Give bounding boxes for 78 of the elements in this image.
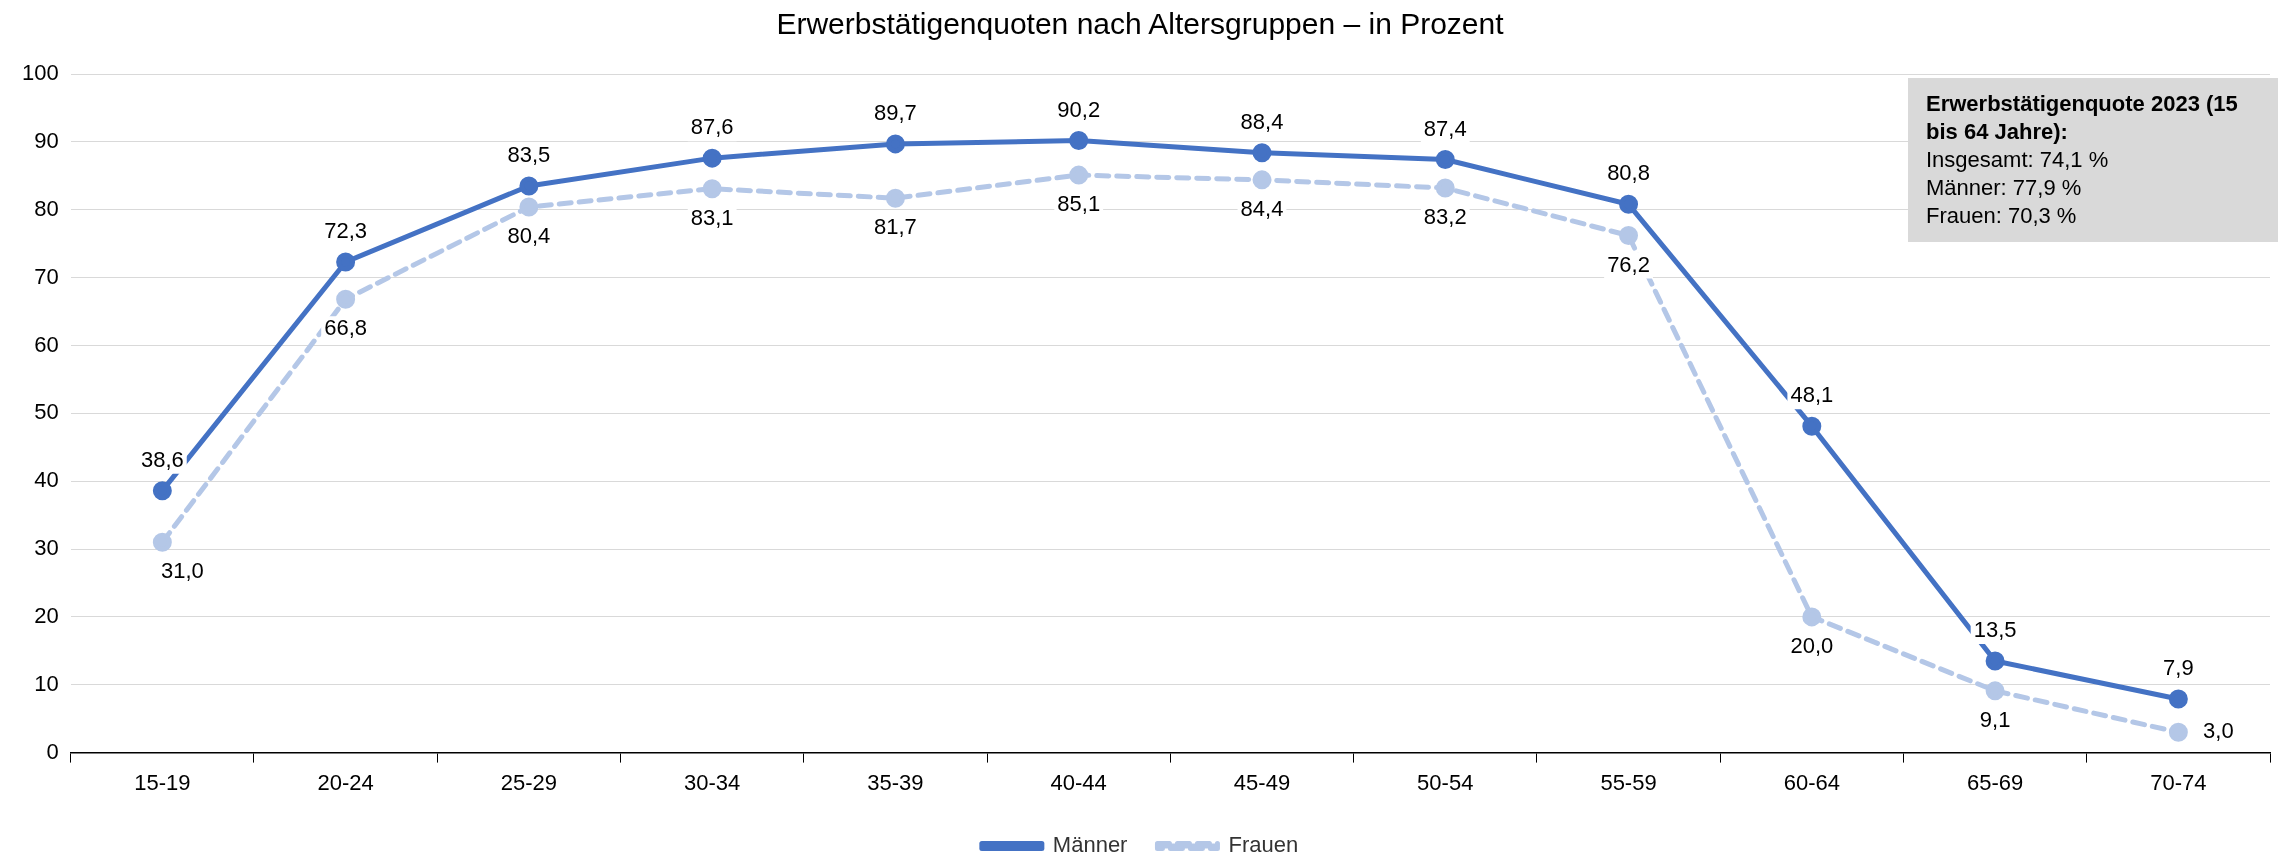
data-label: 88,4 <box>1240 108 1284 134</box>
y-tick-label: 80 <box>34 195 59 221</box>
annotation: Männer: 77,9 % <box>1926 174 2083 202</box>
point <box>519 197 539 217</box>
point <box>152 532 172 552</box>
data-label: 83,5 <box>507 142 551 168</box>
point <box>336 289 356 309</box>
point <box>152 481 172 501</box>
point <box>885 188 905 208</box>
point <box>1802 416 1822 436</box>
chart-title: Erwerbstätigenquoten nach Altersgruppen – in Prozent <box>776 7 1505 41</box>
data-label: 38,6 <box>140 446 184 472</box>
y-tick-label: 60 <box>34 331 59 357</box>
point <box>2168 722 2188 742</box>
point <box>1435 150 1455 169</box>
data-label: 83,1 <box>690 204 734 230</box>
point <box>1252 170 1272 190</box>
point <box>1252 143 1272 163</box>
x-tick-label: 35-39 <box>867 769 924 795</box>
x-tick-label: 55-59 <box>1600 769 1657 795</box>
data-label: 85,1 <box>1057 191 1101 217</box>
point <box>1619 194 1639 214</box>
x-tick-label: 60-64 <box>1783 769 1840 795</box>
x-tick-label: 45-49 <box>1233 769 1291 795</box>
point <box>1435 178 1455 198</box>
x-tick-label: 15-19 <box>134 769 191 795</box>
data-label: 9,1 <box>1979 706 2011 732</box>
data-label: 76,2 <box>1607 251 1650 277</box>
x-tick-label: 20-24 <box>317 769 374 795</box>
x-tick-label: 25-29 <box>500 769 558 795</box>
point <box>1985 681 2005 701</box>
point <box>519 176 539 196</box>
point <box>1619 226 1639 246</box>
point <box>1802 607 1822 627</box>
y-tick-label: 0 <box>46 738 59 764</box>
data-label: 66,8 <box>324 315 368 341</box>
data-label: 31,0 <box>160 558 204 584</box>
y-tick-label: 100 <box>21 60 59 86</box>
data-label: 20,0 <box>1790 632 1834 658</box>
data-label: 87,4 <box>1423 115 1467 141</box>
y-tick-label: 20 <box>34 602 59 628</box>
data-label: 13,5 <box>1973 617 2017 643</box>
annotation: Frauen: 70,3 % <box>1926 202 2078 230</box>
y-tick-label: 70 <box>34 263 59 289</box>
legend-label: Frauen <box>1228 832 1299 858</box>
data-label: 48,1 <box>1790 382 1834 408</box>
x-tick-label: 50-54 <box>1417 769 1474 795</box>
x-tick-label: 40-44 <box>1050 769 1107 795</box>
point <box>336 252 356 272</box>
annotation: Insgesamt: 74,1 % <box>1926 146 2110 174</box>
point <box>2168 689 2188 709</box>
data-label: 90,2 <box>1057 96 1101 122</box>
point <box>702 179 722 199</box>
x-tick-label: 70-74 <box>2150 769 2207 795</box>
annotation: Erwerbstätigenquote 2023 (15 bis 64 Jahre): <box>1926 90 2239 146</box>
y-tick-label: 30 <box>34 535 59 561</box>
point <box>1069 165 1089 185</box>
data-label: 3,0 <box>2203 718 2234 744</box>
data-label: 72,3 <box>324 218 368 244</box>
x-tick-label: 30-34 <box>684 769 741 795</box>
data-label: 87,6 <box>690 114 734 140</box>
y-tick-label: 40 <box>34 467 59 493</box>
y-tick-label: 50 <box>34 399 59 425</box>
x-tick-label: 65-69 <box>1966 769 2024 795</box>
data-label: 80,4 <box>507 223 551 249</box>
legend-label: Männer <box>1052 832 1128 858</box>
data-label: 89,7 <box>874 99 917 125</box>
point <box>1985 651 2005 671</box>
data-label: 80,8 <box>1607 160 1650 186</box>
point <box>885 134 905 154</box>
point <box>702 148 722 168</box>
data-label: 7,9 <box>2163 655 2194 681</box>
data-label: 83,2 <box>1423 204 1467 230</box>
data-label: 81,7 <box>874 214 917 240</box>
point <box>1069 131 1089 150</box>
data-label: 84,4 <box>1240 195 1284 221</box>
y-tick-label: 90 <box>34 127 59 153</box>
y-tick-label: 10 <box>34 670 59 696</box>
